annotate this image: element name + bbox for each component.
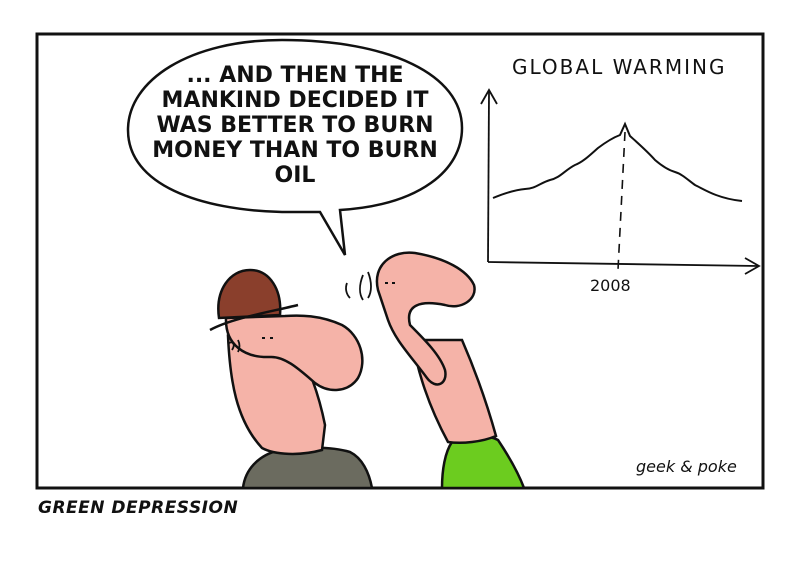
global-warming-graph: GLOBAL WARMING 2008 [480, 55, 761, 295]
person-left-head [224, 314, 364, 392]
speech-line-1: ... AND THEN THE [186, 63, 403, 88]
person-left-ear [227, 339, 241, 353]
graph-y-arrow [480, 88, 498, 105]
graph-x-axis [487, 261, 759, 267]
person-left [209, 268, 374, 490]
speech-line-2: MANKIND DECIDED IT [162, 88, 429, 113]
graph-peak-marker [617, 131, 626, 271]
person-left-cap [217, 268, 282, 320]
graph-curve [492, 121, 743, 202]
signature: geek & poke [636, 457, 737, 476]
speech-line-4: MONEY THAN TO BURN [152, 138, 438, 163]
speech-line-3: WAS BETTER TO BURN [156, 113, 433, 138]
person-right-head [375, 251, 476, 386]
graph-year-label: 2008 [590, 276, 631, 295]
graph-title: GLOBAL WARMING [512, 55, 726, 79]
speech-line-5: OIL [275, 163, 316, 188]
person-right-ear [359, 271, 372, 301]
person-left-cap-brim [209, 303, 299, 332]
graph-y-axis [487, 91, 490, 263]
speech-bubble: ... AND THEN THE MANKIND DECIDED IT WAS … [126, 38, 464, 256]
comic-caption: GREEN DEPRESSION [38, 498, 239, 518]
graph-x-arrow [744, 257, 761, 275]
person-right [345, 251, 526, 490]
person-left-mouth [345, 282, 351, 299]
